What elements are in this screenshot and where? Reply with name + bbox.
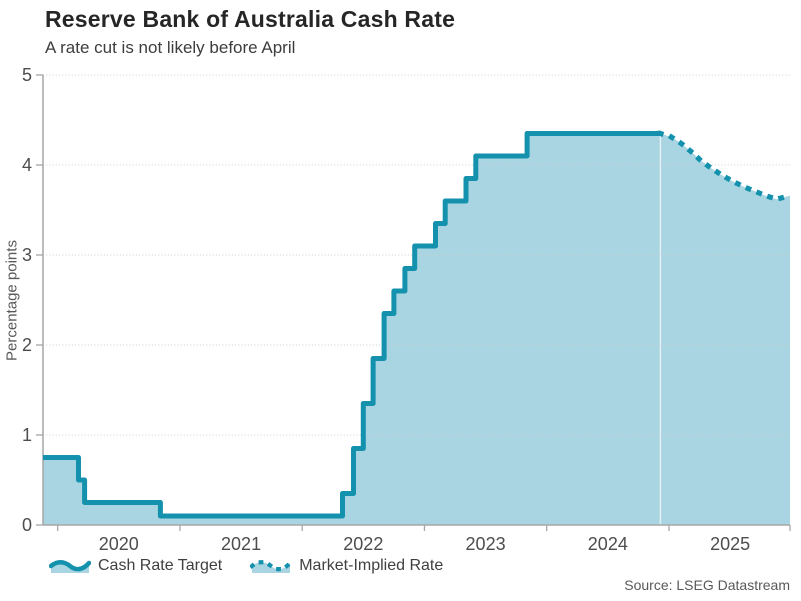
solid-area-swatch-icon bbox=[48, 558, 92, 575]
y-tick-label-5: 5 bbox=[22, 65, 32, 85]
x-tick-label-2022: 2022 bbox=[343, 534, 383, 554]
chart-subtitle: A rate cut is not likely before April bbox=[45, 38, 296, 57]
legend: Cash Rate Target Market-Implied Rate bbox=[48, 557, 444, 575]
legend-item-market-implied-rate: Market-Implied Rate bbox=[249, 557, 444, 575]
legend-item-cash-rate-target: Cash Rate Target bbox=[48, 557, 223, 575]
y-tick-label-1: 1 bbox=[22, 425, 32, 445]
x-tick-label-2025: 2025 bbox=[710, 534, 750, 554]
cash-rate-area bbox=[43, 133, 790, 525]
y-tick-label-0: 0 bbox=[22, 515, 32, 535]
y-tick-label-3: 3 bbox=[22, 245, 32, 265]
x-tick-label-2023: 2023 bbox=[466, 534, 506, 554]
market-implied-rate-line bbox=[657, 130, 794, 202]
dotted-line-swatch-icon bbox=[249, 558, 294, 575]
x-tick-label-2021: 2021 bbox=[221, 534, 261, 554]
cash-rate-target-line bbox=[43, 131, 661, 519]
y-tick-label-4: 4 bbox=[22, 155, 32, 175]
x-tick-label-2024: 2024 bbox=[588, 534, 628, 554]
legend-label-cash-rate-target: Cash Rate Target bbox=[98, 557, 223, 574]
x-tick-label-2020: 2020 bbox=[99, 534, 139, 554]
y-tick-label-2: 2 bbox=[22, 335, 32, 355]
chart-title: Reserve Bank of Australia Cash Rate bbox=[45, 6, 456, 32]
source-text: Source: LSEG Datastream bbox=[624, 577, 790, 593]
legend-label-market-implied-rate: Market-Implied Rate bbox=[299, 557, 444, 574]
